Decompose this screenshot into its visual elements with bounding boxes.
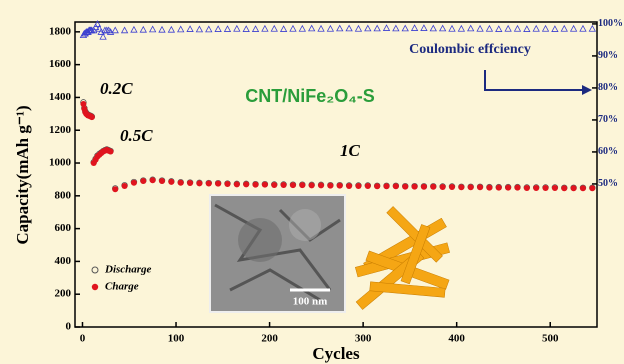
point <box>402 184 408 190</box>
point <box>187 180 193 186</box>
point <box>309 182 315 188</box>
legend-marker <box>92 284 98 290</box>
rate-label: 0.5C <box>120 126 153 145</box>
point <box>514 185 520 191</box>
rate-label: 1C <box>340 141 361 160</box>
y-tick-label: 1000 <box>49 157 72 169</box>
point <box>561 185 567 191</box>
y-tick-label: 600 <box>55 222 72 234</box>
point <box>384 183 390 189</box>
point <box>89 114 95 120</box>
x-tick-label: 0 <box>80 333 86 345</box>
point <box>486 185 492 191</box>
point <box>505 185 511 191</box>
y2-tick-label: 90% <box>598 50 618 61</box>
point <box>412 184 418 190</box>
point <box>122 183 128 189</box>
legend-label: Discharge <box>104 264 152 276</box>
x-tick-label: 400 <box>448 333 465 345</box>
point <box>533 185 539 191</box>
point <box>178 180 184 186</box>
point <box>224 181 230 187</box>
y-tick-label: 1800 <box>49 25 72 37</box>
point <box>206 181 212 187</box>
point <box>243 181 249 187</box>
point <box>421 184 427 190</box>
point <box>477 184 483 190</box>
point <box>589 185 595 191</box>
point <box>150 177 156 183</box>
y-tick-label: 1600 <box>49 58 72 70</box>
y-tick-label: 200 <box>55 288 72 300</box>
scale-label: 100 nm <box>293 296 328 308</box>
rate-label: 0.2C <box>100 79 133 98</box>
efficiency-label: Coulombic effciency <box>409 42 531 57</box>
point <box>552 185 558 191</box>
point <box>168 179 174 185</box>
x-tick-label: 300 <box>355 333 372 345</box>
point <box>290 182 296 188</box>
point <box>440 184 446 190</box>
y-tick-label: 400 <box>55 255 72 267</box>
point <box>468 184 474 190</box>
point <box>524 185 530 191</box>
point <box>355 183 361 189</box>
point <box>271 182 277 188</box>
point <box>449 184 455 190</box>
point <box>196 180 202 186</box>
tem-inset: 100 nm <box>210 195 345 312</box>
x-tick-label: 100 <box>168 333 185 345</box>
point <box>108 149 114 155</box>
point <box>215 181 221 187</box>
point <box>253 182 259 188</box>
point <box>430 184 436 190</box>
point <box>318 182 324 188</box>
y-tick-label: 1200 <box>49 124 72 136</box>
point <box>458 184 464 190</box>
legend-label: Charge <box>105 281 139 293</box>
y-tick-label: 1400 <box>49 91 72 103</box>
point <box>543 185 549 191</box>
point <box>131 180 137 186</box>
point <box>337 183 343 189</box>
point <box>140 178 146 184</box>
x-tick-label: 500 <box>542 333 559 345</box>
x-tick-label: 200 <box>261 333 278 345</box>
point <box>580 185 586 191</box>
y2-tick-label: 60% <box>598 146 618 157</box>
point <box>365 183 371 189</box>
point <box>496 185 502 191</box>
y2-tick-label: 100% <box>598 18 623 29</box>
point <box>234 181 240 187</box>
point <box>571 185 577 191</box>
y-tick-label: 0 <box>66 321 72 333</box>
y-axis-label: Capacity(mAh g⁻¹) <box>13 105 32 244</box>
point <box>159 178 165 184</box>
point <box>346 183 352 189</box>
y2-tick-label: 50% <box>598 178 618 189</box>
point <box>299 182 305 188</box>
y-tick-label: 800 <box>55 189 72 201</box>
point <box>262 182 268 188</box>
x-axis-label: Cycles <box>312 344 360 363</box>
point <box>374 183 380 189</box>
point <box>393 183 399 189</box>
y2-tick-label: 80% <box>598 82 618 93</box>
chart: 100 nm 0.2C 0.5C 1C CNT/NiFe₂O₄-S Coulom… <box>0 0 624 364</box>
point <box>327 183 333 189</box>
point <box>112 186 118 192</box>
point <box>281 182 287 188</box>
y2-tick-label: 70% <box>598 114 618 125</box>
chart-title: CNT/NiFe₂O₄-S <box>245 86 375 106</box>
